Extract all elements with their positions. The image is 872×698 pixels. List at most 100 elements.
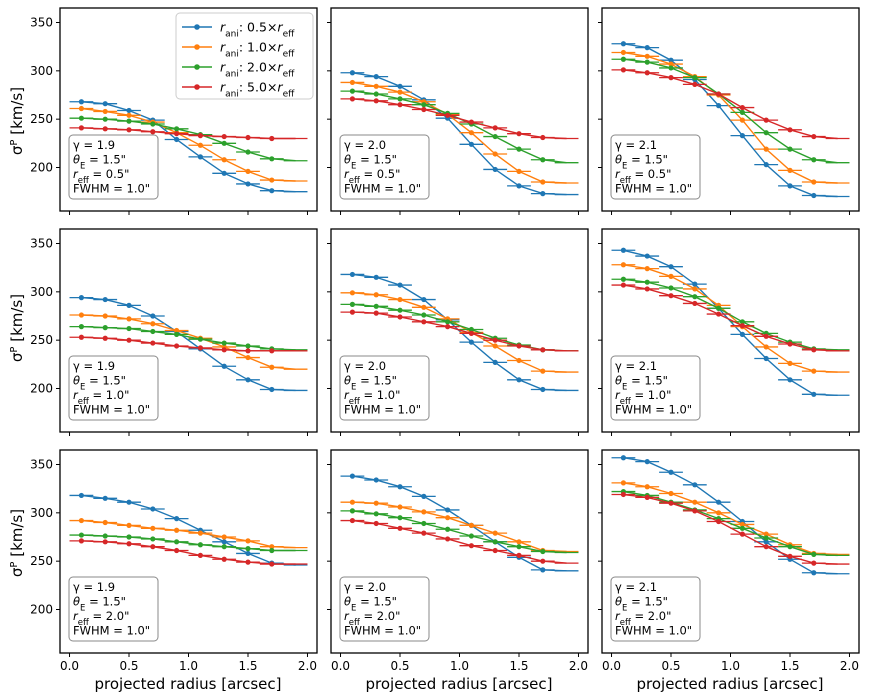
data-point — [269, 547, 275, 554]
data-point — [540, 134, 546, 141]
series-4 — [611, 67, 850, 140]
data-point — [150, 129, 156, 135]
data-point — [126, 302, 132, 308]
series-line — [81, 494, 296, 566]
data-point — [763, 539, 769, 545]
y-tick-label: 350 — [30, 458, 53, 472]
data-point — [492, 539, 498, 545]
data-point — [540, 191, 546, 197]
series-line — [623, 264, 838, 373]
x-tick-label: 1.0 — [721, 659, 740, 673]
legend-label: rani: 0.5×reff — [220, 20, 295, 40]
data-point — [540, 386, 546, 393]
annotation-line: reff = 2.0" — [344, 609, 400, 628]
data-point — [269, 386, 275, 393]
data-point — [245, 546, 251, 552]
data-point — [739, 109, 745, 115]
data-point — [221, 170, 227, 176]
annotation-line: θE = 1.5" — [615, 595, 668, 614]
data-point — [102, 325, 108, 331]
series-line — [352, 311, 567, 352]
x-axis-label-col-2: projected radius [arcsec] — [366, 675, 553, 693]
series-4 — [69, 125, 308, 142]
data-point — [197, 530, 203, 536]
data-point — [373, 274, 379, 280]
data-point — [269, 364, 275, 370]
data-point — [373, 511, 379, 517]
legend-swatch-marker — [194, 44, 200, 50]
data-point — [692, 300, 698, 307]
data-point — [516, 539, 522, 545]
y-tick-label: 200 — [30, 161, 53, 175]
data-point — [620, 455, 627, 461]
data-point — [716, 499, 722, 505]
data-point — [421, 493, 427, 499]
series-line — [623, 457, 838, 575]
data-point — [174, 547, 180, 554]
data-point — [445, 324, 451, 330]
data-point — [468, 543, 474, 549]
data-point — [373, 310, 379, 316]
data-point — [692, 81, 698, 87]
data-point — [811, 179, 817, 185]
data-point — [668, 65, 674, 71]
data-point — [349, 499, 356, 505]
data-point — [102, 533, 108, 539]
x-tick-label: 1.5 — [780, 659, 799, 673]
annotation-line: FWHM = 1.0" — [344, 624, 421, 638]
data-point — [516, 377, 522, 383]
data-point — [787, 360, 793, 366]
data-point — [763, 535, 769, 541]
data-point — [716, 510, 722, 516]
annotation-line: θE = 1.5" — [73, 595, 126, 614]
panel-7: 0.0 0.5 1.0 1.5 2.0 200 250 300 350 γ = 1.9θE = 1… — [30, 449, 318, 673]
data-point — [739, 117, 745, 123]
series-4 — [340, 517, 579, 564]
data-point — [468, 339, 474, 345]
data-point — [468, 119, 474, 125]
data-point — [516, 131, 522, 137]
data-point — [197, 345, 203, 351]
data-point — [516, 146, 522, 152]
series-line — [352, 519, 567, 564]
series-1 — [340, 271, 579, 393]
data-point — [349, 301, 356, 307]
annotation-line: FWHM = 1.0" — [344, 403, 421, 417]
data-point — [221, 340, 227, 346]
data-point — [373, 303, 379, 309]
data-point — [221, 556, 227, 562]
series-4 — [611, 282, 850, 353]
data-point — [445, 526, 451, 532]
data-point — [787, 544, 793, 550]
data-point — [620, 67, 627, 73]
data-point — [102, 335, 108, 341]
series-line — [352, 501, 567, 553]
annotation-box — [339, 134, 430, 200]
data-point — [373, 477, 379, 483]
series-line — [81, 117, 296, 162]
data-point — [620, 56, 627, 62]
series-line — [81, 540, 296, 565]
data-point — [692, 508, 698, 514]
data-point — [763, 531, 769, 537]
data-point — [668, 293, 674, 299]
data-point — [78, 538, 85, 544]
x-tick-label: 2.0 — [840, 659, 859, 673]
data-point — [78, 115, 85, 121]
data-point — [174, 131, 180, 137]
x-tick-label: 2.0 — [298, 659, 317, 673]
data-point — [763, 130, 769, 136]
data-point — [150, 321, 156, 327]
data-point — [620, 247, 627, 253]
data-point — [245, 343, 251, 349]
data-point — [468, 330, 474, 336]
data-point — [102, 539, 108, 545]
data-point — [78, 324, 85, 330]
data-point — [197, 552, 203, 558]
annotation-line: reff = 1.0" — [73, 388, 129, 407]
y-tick-label: 250 — [30, 554, 53, 568]
series-4 — [69, 334, 308, 354]
data-point — [644, 494, 650, 500]
data-point — [445, 507, 451, 513]
